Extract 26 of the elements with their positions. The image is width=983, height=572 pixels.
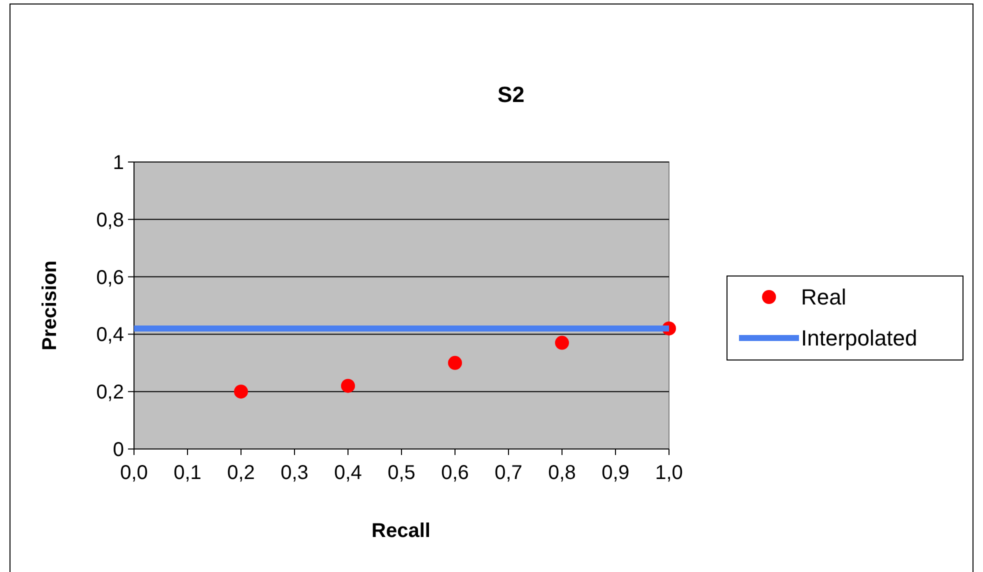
point xyxy=(234,384,248,399)
y-axis-title: Precision xyxy=(39,260,61,351)
x-tick-label: 1,0 xyxy=(655,462,683,484)
x-tick-label: 0,1 xyxy=(174,462,202,484)
y-tick-label: 0,2 xyxy=(96,382,124,404)
x-tick-label: 0,9 xyxy=(602,462,630,484)
x-tick-label: 0,0 xyxy=(120,462,148,484)
y-tick-label: 0,6 xyxy=(96,266,124,289)
point xyxy=(448,356,462,370)
x-tick-label: 0,3 xyxy=(280,462,308,484)
x-tick-label: 0,8 xyxy=(548,462,576,484)
y-tick-label: 0,4 xyxy=(96,324,124,346)
x-tick-label: 0,4 xyxy=(334,462,362,484)
point xyxy=(341,378,355,393)
x-axis-title: Recall xyxy=(372,520,430,542)
point xyxy=(555,336,569,350)
x-tick-label: 0,6 xyxy=(441,462,469,484)
chart-title: S2 xyxy=(498,82,524,107)
legend-label: Real xyxy=(801,284,846,310)
y-tick-label: 0,8 xyxy=(96,209,124,232)
y-tick-label: 1 xyxy=(112,152,124,174)
y-tick-label: 0 xyxy=(112,439,124,461)
legend-label: Interpolated xyxy=(801,326,918,351)
x-tick-label: 0,7 xyxy=(494,462,522,484)
x-tick-label: 0,5 xyxy=(388,462,416,484)
x-tick-label: 0,2 xyxy=(227,462,255,484)
